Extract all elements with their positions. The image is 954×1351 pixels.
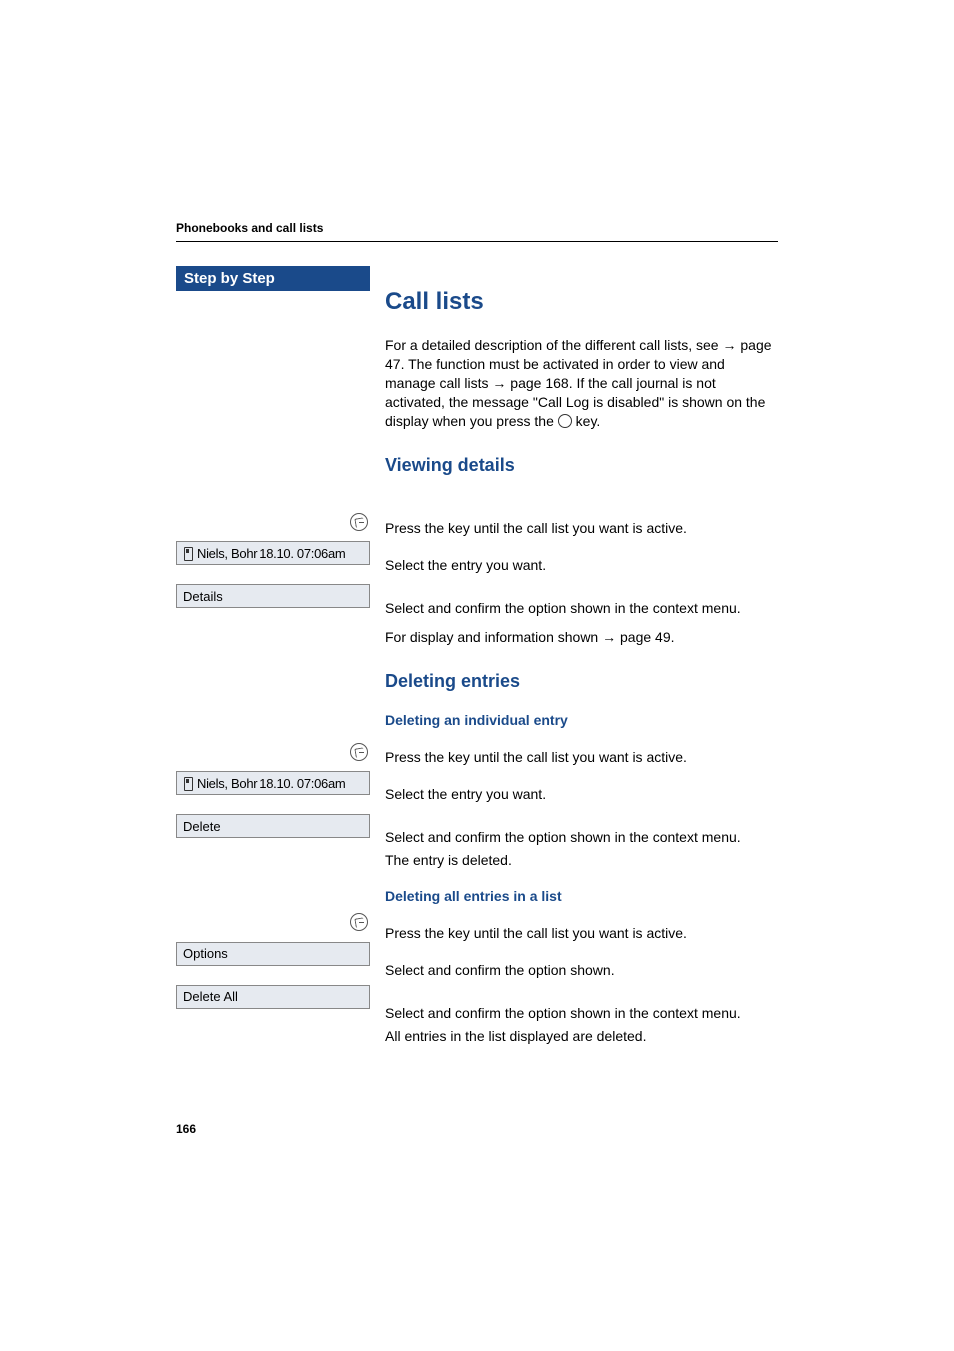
viewing-select-confirm: Select and confirm the option shown in t… xyxy=(385,599,778,618)
key-icon-row-3 xyxy=(176,913,370,931)
page-section-header: Phonebooks and call lists xyxy=(176,221,778,242)
details-label: Details xyxy=(183,589,223,604)
viewing-select-entry: Select the entry you want. xyxy=(385,556,778,575)
details-option-display: Details xyxy=(176,584,370,608)
deleting-individual-heading: Deleting an individual entry xyxy=(385,711,778,730)
step-by-step-header: Step by Step xyxy=(176,266,370,291)
entry-name: Niels, Bohr xyxy=(197,546,257,561)
delete-option-display: Delete xyxy=(176,814,370,838)
call-key-icon xyxy=(350,513,368,531)
del-ind-press-key: Press the key until the call list you wa… xyxy=(385,748,778,767)
delete-all-label: Delete All xyxy=(183,989,238,1004)
call-key-icon xyxy=(350,913,368,931)
call-key-inline-icon xyxy=(558,414,572,428)
right-column: Call lists For a detailed description of… xyxy=(385,266,778,1050)
entry-datetime: 18.10. 07:06am xyxy=(259,776,345,791)
entry-datetime: 18.10. 07:06am xyxy=(259,546,345,561)
viewing-details-heading: Viewing details xyxy=(385,453,778,477)
phone-icon xyxy=(183,777,193,790)
call-entry-display-1: Niels, Bohr 18.10. 07:06am xyxy=(176,541,370,565)
left-column: Step by Step Niels, Bohr 18.10. 07:06am … xyxy=(176,266,370,1050)
del-ind-select-entry: Select the entry you want. xyxy=(385,785,778,804)
del-ind-select-confirm: Select and confirm the option shown in t… xyxy=(385,828,778,847)
delete-label: Delete xyxy=(183,819,221,834)
key-icon-row-2 xyxy=(176,743,370,761)
intro-paragraph: For a detailed description of the differ… xyxy=(385,336,778,430)
page-number: 166 xyxy=(176,1122,196,1136)
viewing-press-key: Press the key until the call list you wa… xyxy=(385,519,778,538)
del-ind-result: The entry is deleted. xyxy=(385,851,778,870)
deleting-all-heading: Deleting all entries in a list xyxy=(385,887,778,906)
del-all-select-option: Select and confirm the option shown. xyxy=(385,961,778,980)
call-entry-display-2: Niels, Bohr 18.10. 07:06am xyxy=(176,771,370,795)
del-all-result: All entries in the list displayed are de… xyxy=(385,1027,778,1046)
options-label: Options xyxy=(183,946,228,961)
options-display: Options xyxy=(176,942,370,966)
del-all-press-key: Press the key until the call list you wa… xyxy=(385,924,778,943)
viewing-display-info: For display and information shown → page… xyxy=(385,628,778,647)
deleting-entries-heading: Deleting entries xyxy=(385,669,778,693)
del-all-select-context: Select and confirm the option shown in t… xyxy=(385,1004,778,1023)
page-title: Call lists xyxy=(385,286,778,318)
phone-icon xyxy=(183,547,193,560)
entry-name: Niels, Bohr xyxy=(197,776,257,791)
call-key-icon xyxy=(350,743,368,761)
key-icon-row-1 xyxy=(176,513,370,531)
delete-all-display: Delete All xyxy=(176,985,370,1009)
